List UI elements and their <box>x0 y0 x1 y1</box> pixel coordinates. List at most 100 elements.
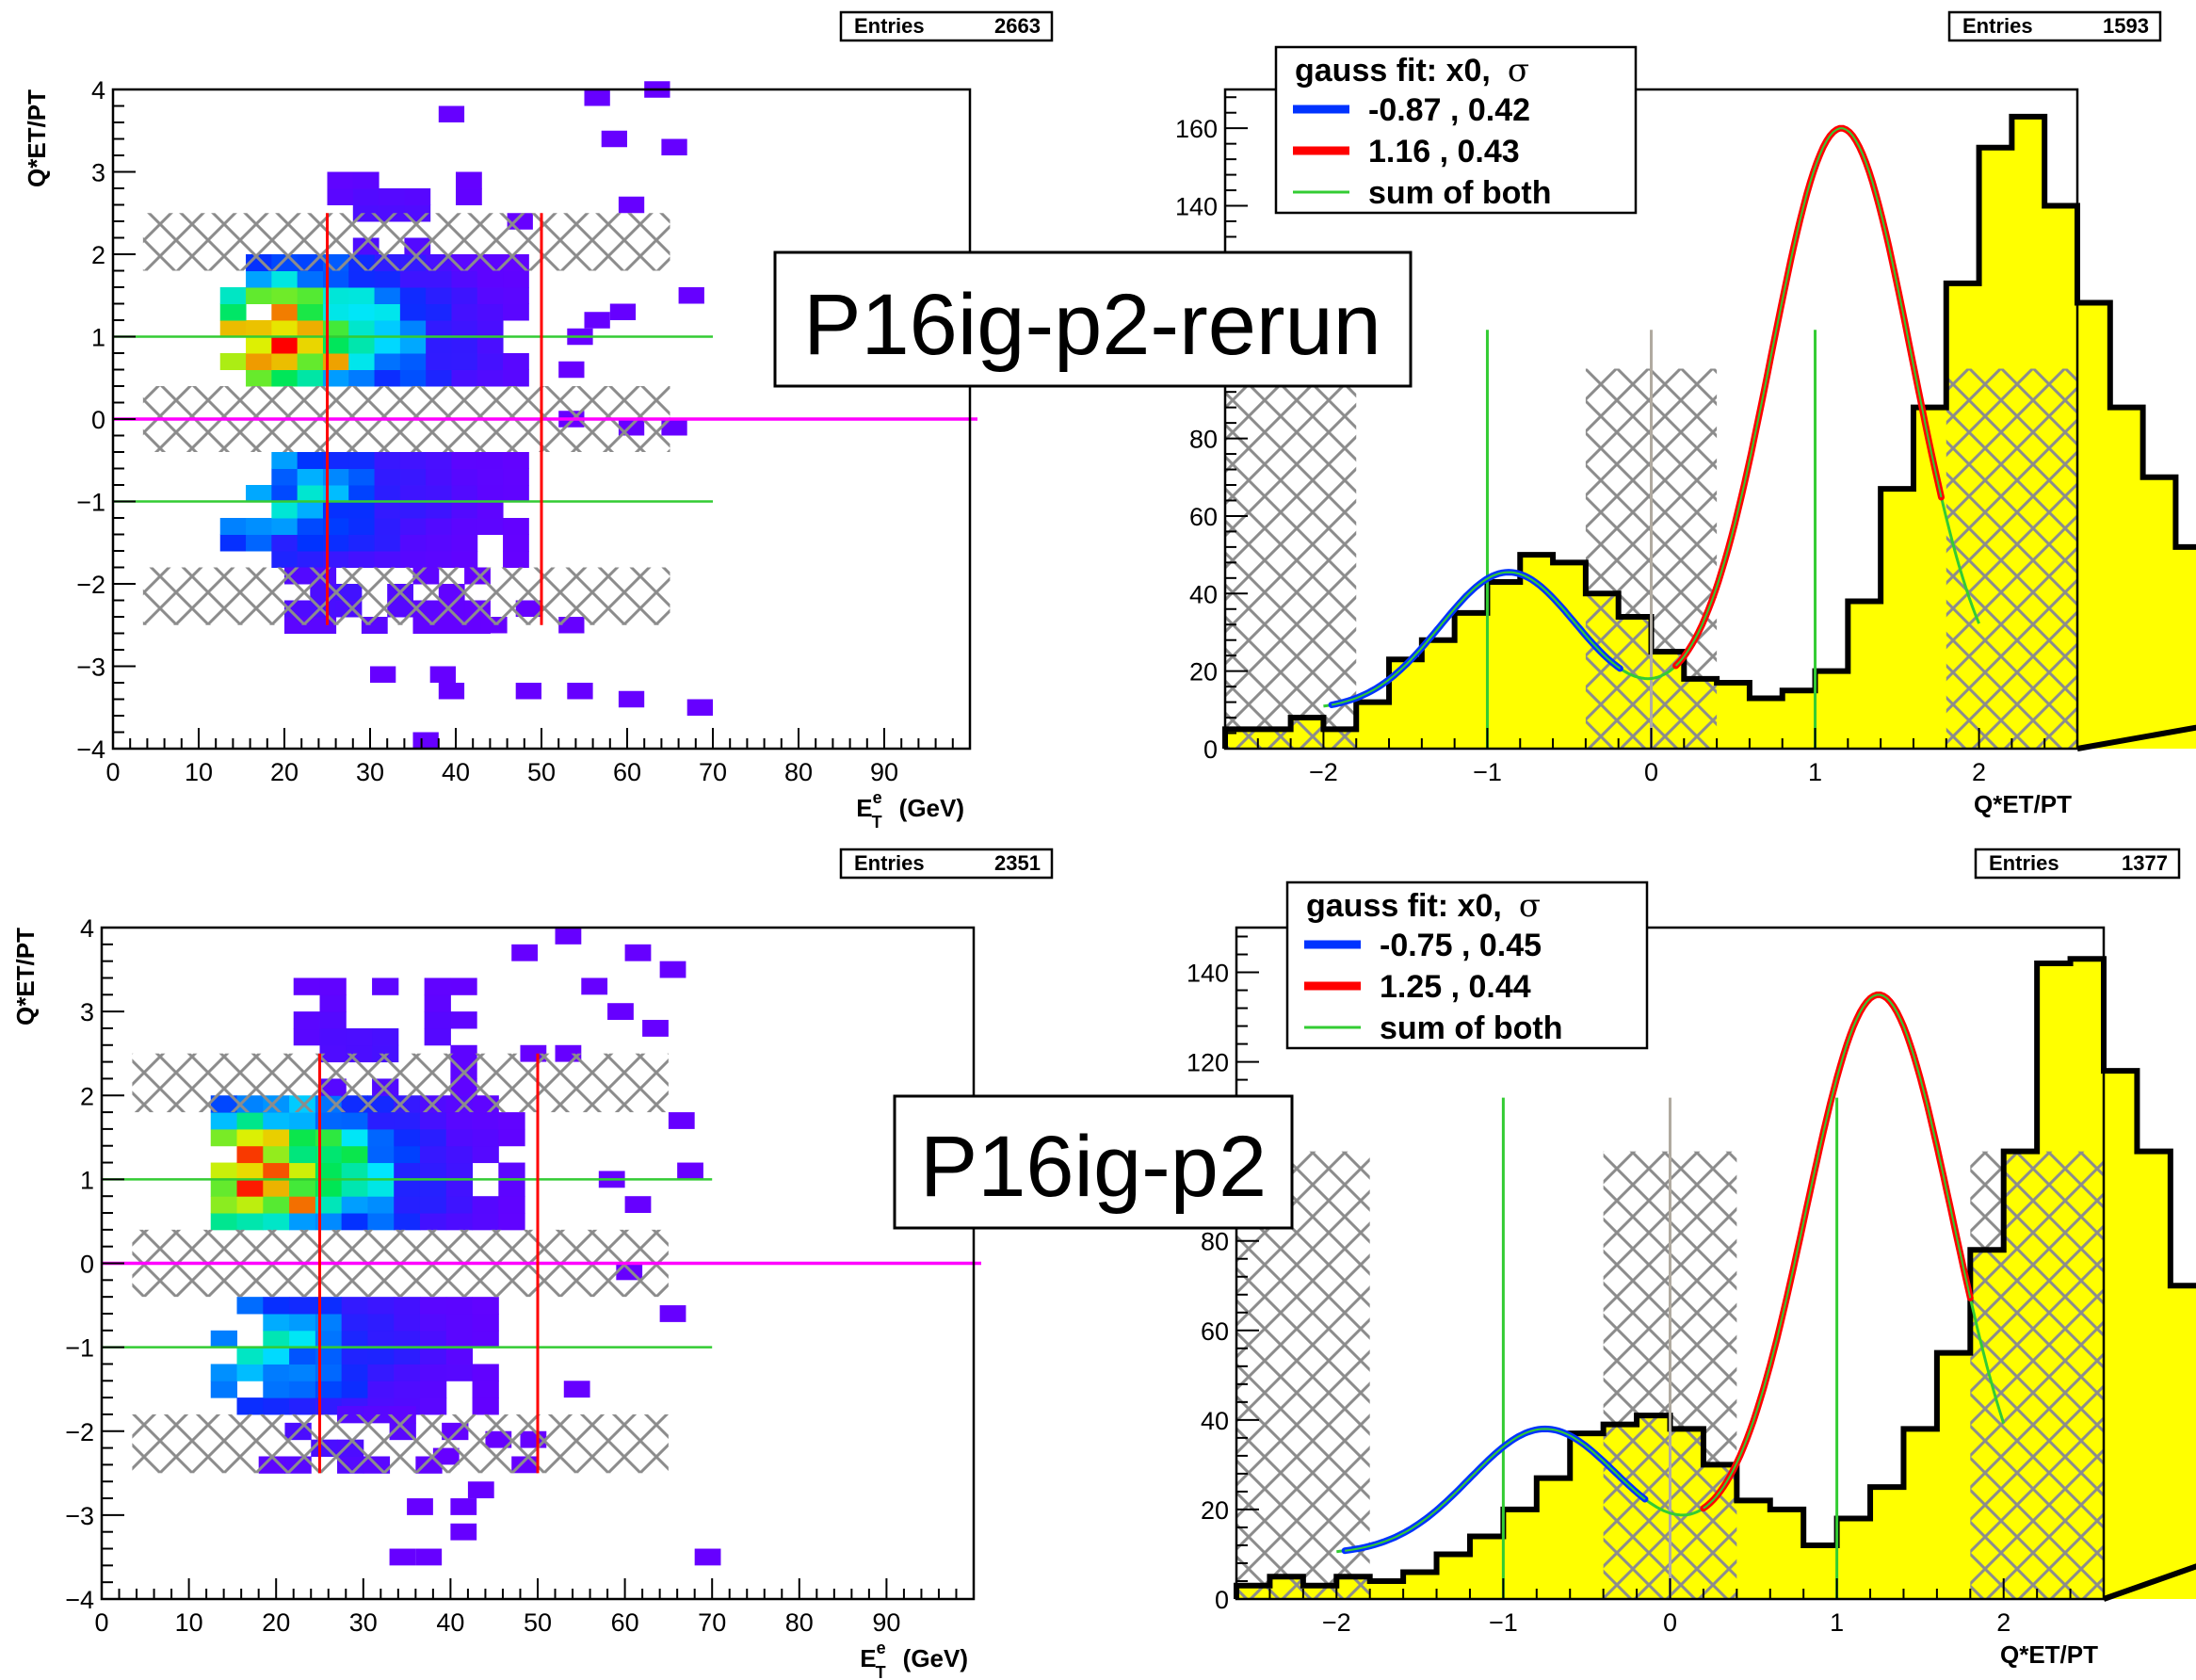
histogram-bar <box>1421 639 1456 749</box>
heatmap-cell <box>263 1397 290 1415</box>
heatmap-cell <box>367 1196 395 1214</box>
heatmap-cell <box>404 188 431 205</box>
heatmap-cell <box>367 1313 395 1332</box>
heatmap-cell <box>246 369 272 387</box>
legend-title-prefix: gauss fit: x0, <box>1295 53 1491 89</box>
heatmap-cell <box>322 287 349 304</box>
heatmap-cell <box>210 1112 238 1130</box>
heatmap-cell <box>438 105 465 122</box>
heatmap-cell <box>297 518 324 535</box>
y-tick-label: 4 <box>91 76 105 105</box>
stats-frame <box>1947 10 2162 42</box>
heatmap-cell <box>236 1145 264 1164</box>
heatmap-cell <box>426 501 452 519</box>
heatmap-cell <box>659 1305 686 1322</box>
y-tick-label: 120 <box>1187 1049 1229 1077</box>
histogram-bar <box>1487 581 1521 749</box>
heatmap-cell <box>374 303 401 321</box>
heatmap-cell <box>263 1330 290 1349</box>
heatmap-cell <box>450 1523 477 1541</box>
heatmap-cell <box>271 287 299 304</box>
heatmap-cell <box>476 287 504 304</box>
heatmap-cell <box>367 1330 395 1349</box>
heatmap-cell <box>289 1196 316 1214</box>
heatmap-cell <box>348 270 376 288</box>
heatmap-cell <box>297 320 324 337</box>
heatmap-cell <box>394 1162 421 1180</box>
heatmap-cell <box>476 336 504 354</box>
fit-curve-overlay-2 <box>1674 127 1943 667</box>
heatmap-cell <box>263 1347 290 1365</box>
heatmap-cell <box>424 1011 451 1029</box>
heatmap-cell <box>236 1397 264 1415</box>
heatmap-cell <box>472 1297 499 1315</box>
histogram-bar <box>1782 690 1817 749</box>
heatmap-cell <box>498 1128 525 1147</box>
heatmap-cell <box>289 1213 316 1231</box>
stats-label: Entries <box>1989 851 2059 875</box>
stats-frame <box>1974 848 2181 880</box>
heatmap-cell <box>419 1330 447 1349</box>
heatmap-cell <box>399 336 427 354</box>
heatmap-cell <box>498 1196 525 1214</box>
heatmap-cell <box>315 1313 343 1332</box>
heatmap-cell <box>210 1330 238 1349</box>
heatmap-cell <box>419 1128 447 1147</box>
heatmap-cell <box>263 1381 290 1398</box>
heatmap-cell <box>445 1162 474 1180</box>
heatmap-cell <box>246 534 272 552</box>
heatmap-cell <box>348 452 376 469</box>
heatmap-cell <box>426 485 452 502</box>
heatmap-cell <box>297 369 324 387</box>
heatmap-cell <box>399 551 427 568</box>
heatmap-cell <box>374 468 401 486</box>
heatmap-cell <box>322 336 349 354</box>
heatmap-cell <box>419 1364 447 1381</box>
heatmap-cell <box>271 534 299 552</box>
heatmap-cell <box>210 1179 238 1197</box>
y-tick-label: 0 <box>80 1251 94 1279</box>
heatmap-cell <box>426 551 452 568</box>
x-tick-label: −2 <box>1309 758 1338 786</box>
x-tick-label: 70 <box>699 758 727 786</box>
heatmap-cell <box>419 1179 447 1197</box>
heatmap-cell <box>472 1397 499 1415</box>
x-tick-label: 40 <box>436 1608 464 1637</box>
heatmap-cell <box>659 961 686 978</box>
y-tick-label: 60 <box>1189 503 1218 531</box>
heatmap-cell <box>367 1128 395 1147</box>
heatmap-cell <box>348 320 376 337</box>
heatmap-cell <box>271 518 299 535</box>
heatmap-cell <box>399 468 427 486</box>
heatmap-cell <box>271 485 299 502</box>
x-axis-title-main: E <box>860 1644 876 1672</box>
heatmap-cell <box>451 287 478 304</box>
y-tick-label: −1 <box>76 489 105 517</box>
heatmap-cell <box>394 1347 421 1365</box>
heatmap-cell <box>407 1498 433 1515</box>
y-tick-label: −3 <box>76 654 105 682</box>
histogram-bar <box>1436 1554 1471 1599</box>
stats-frame <box>839 848 1054 880</box>
heatmap-cell <box>394 1145 421 1164</box>
histogram-top-right: −2−1012020406080100120140160Q*ET/PTgauss… <box>1175 10 2196 818</box>
heatmap-cell <box>445 1213 474 1231</box>
stats-box: Entries 2663 <box>839 10 1054 42</box>
heatmap-cell <box>374 287 401 304</box>
heatmap-cell <box>341 1330 368 1349</box>
heatmap-cell <box>445 1112 474 1130</box>
x-tick-label: 0 <box>94 1608 108 1637</box>
heatmap-cell <box>677 1162 703 1180</box>
heatmap-cell <box>341 1112 368 1130</box>
fit-curve-overlay-2 <box>1703 993 1972 1510</box>
heatmap-cell <box>322 518 349 535</box>
heatmap-cell <box>374 270 401 288</box>
x-tick-label: 1 <box>1808 758 1822 786</box>
heatmap-cell <box>450 1498 477 1515</box>
x-axis-title-sub: T <box>876 1663 886 1680</box>
heatmap-cell <box>472 1145 499 1164</box>
heatmap-cell <box>263 1196 290 1214</box>
legend-entry: sum of both <box>1380 1010 1563 1046</box>
histogram-bar <box>1749 698 1784 749</box>
y-tick-label: −1 <box>65 1334 94 1363</box>
